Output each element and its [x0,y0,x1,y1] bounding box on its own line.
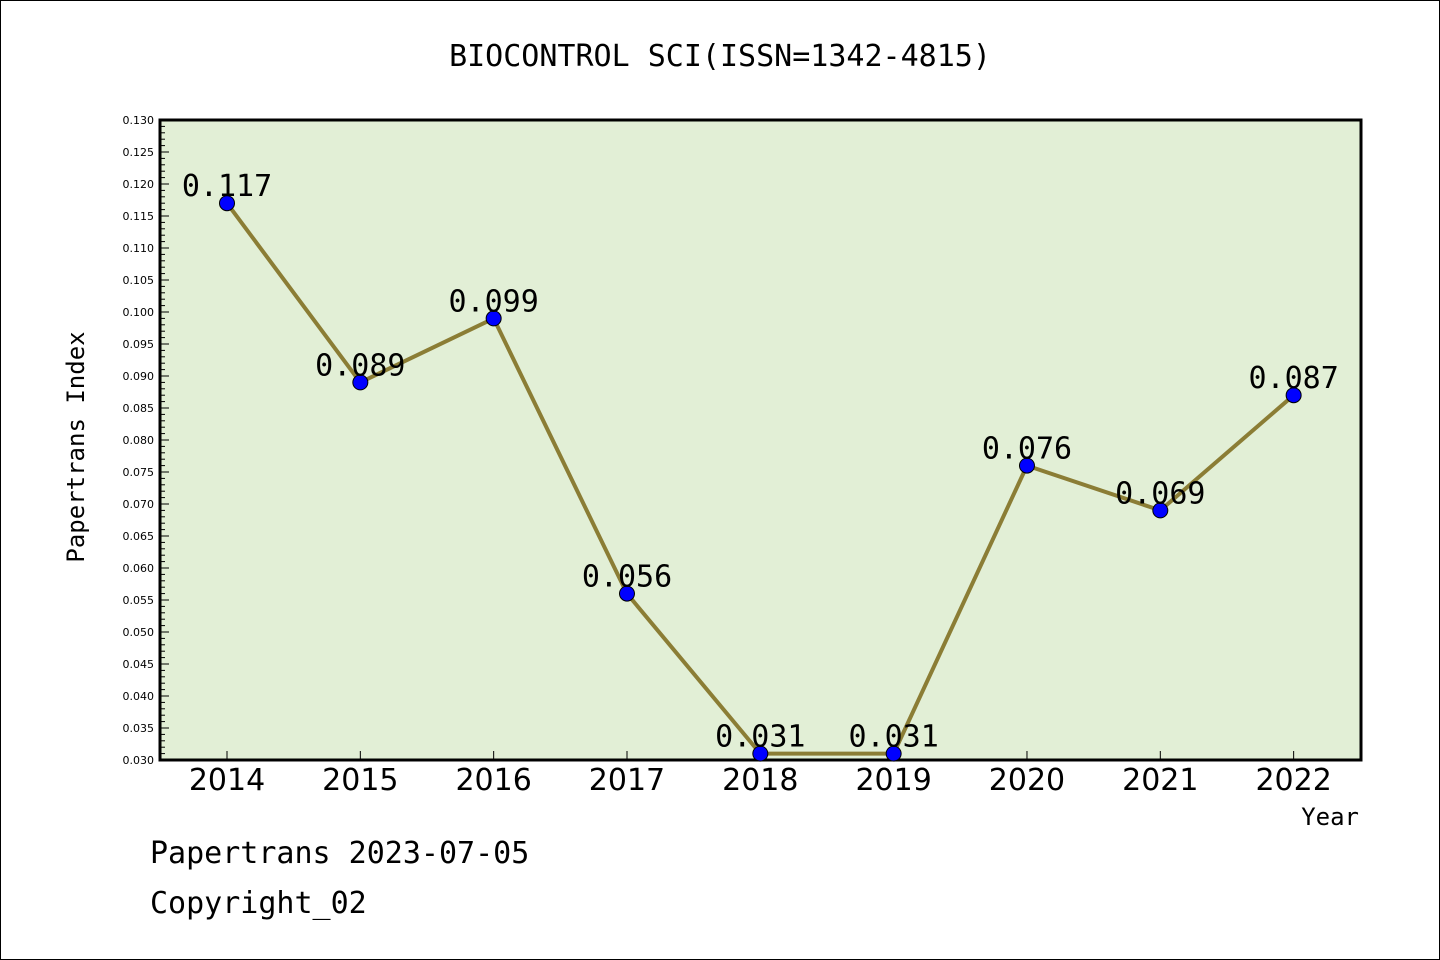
y-tick-label: 0.115 [123,210,155,223]
data-point [1018,457,1035,474]
x-tick-label: 2020 [989,763,1065,798]
y-tick-label: 0.125 [123,146,155,159]
y-tick-label: 0.045 [123,658,155,671]
data-label: 0.089 [315,348,405,383]
y-tick-label: 0.075 [123,466,155,479]
y-tick-label: 0.090 [123,370,155,383]
data-point [618,585,635,602]
data-label: 0.056 [582,560,672,595]
data-label: 0.099 [449,284,539,319]
x-tick-label: 2021 [1122,763,1198,798]
data-point [1285,387,1302,404]
x-tick-label: 2019 [855,763,931,798]
data-point [352,374,369,391]
data-label: 0.031 [715,720,805,755]
x-tick-label: 2015 [322,763,398,798]
y-tick-label: 0.130 [123,114,155,127]
y-tick-label: 0.035 [123,722,155,735]
footer-date: Papertrans 2023-07-05 [150,836,530,871]
data-label: 0.031 [848,720,938,755]
y-tick-label: 0.120 [123,178,155,191]
data-point [1152,502,1169,519]
x-axis-label: Year [1301,803,1359,831]
data-label: 0.117 [182,169,272,204]
plot-area [158,118,1363,762]
data-labels: 0.117 0.089 0.099 0.056 0.031 0.031 0.076 0.069… [182,169,1339,754]
y-tick-label: 0.040 [123,690,155,703]
x-tick-label: 2014 [189,763,265,798]
y-axis-ticks: 0.030 0.035 0.040 0.045 0.050 0.055 0.060 0.065… [123,114,169,767]
y-tick-label: 0.030 [123,754,155,767]
y-tick-label: 0.065 [123,530,155,543]
data-label: 0.069 [1115,476,1205,511]
data-label: 0.076 [982,432,1072,467]
data-point [485,310,502,327]
data-point [219,195,235,212]
y-tick-label: 0.105 [123,274,155,287]
y-tick-label: 0.070 [123,498,155,511]
y-tick-label: 0.080 [123,434,155,447]
y-tick-label: 0.060 [123,562,155,575]
y-tick-label: 0.050 [123,626,155,639]
x-tick-label: 2022 [1255,763,1331,798]
y-tick-label: 0.100 [123,306,155,319]
footer-copyright: Copyright_02 [150,886,367,921]
x-tick-label: 2018 [722,763,798,798]
data-point [885,745,902,762]
y-tick-label: 0.110 [123,242,155,255]
x-tick-label: 2017 [589,763,665,798]
chart-title: BIOCONTROL SCI(ISSN=1342-4815) [449,39,991,74]
y-tick-label: 0.095 [123,338,155,351]
data-label: 0.087 [1248,361,1338,396]
data-markers [219,195,1302,762]
y-tick-label: 0.055 [123,594,155,607]
y-tick-label: 0.085 [123,402,155,415]
x-tick-label: 2016 [455,763,531,798]
y-axis-label: Papertrans Index [62,331,90,562]
x-axis-ticks: 2014 2015 2016 2017 2018 2019 2020 2021 2022 [189,751,1332,798]
data-point [752,745,769,762]
